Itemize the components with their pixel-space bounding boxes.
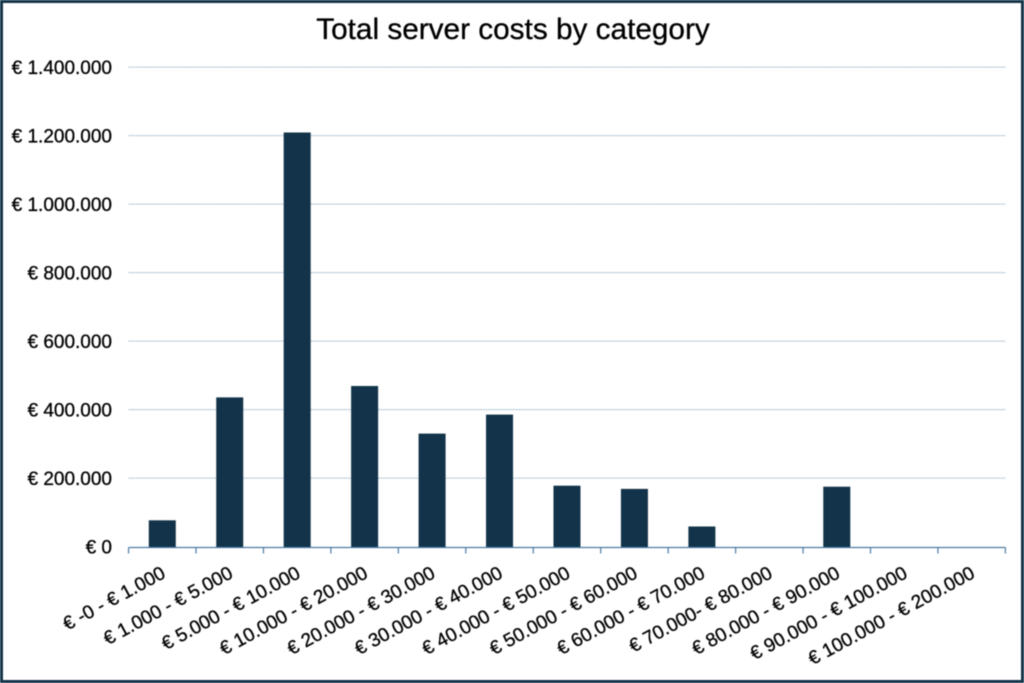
svg-text:€ 600.000: € 600.000 (27, 332, 112, 353)
svg-text:€ 1.400.000: € 1.400.000 (12, 58, 112, 79)
svg-text:€ 200.000: € 200.000 (27, 469, 112, 490)
svg-text:€ 1.000.000: € 1.000.000 (12, 195, 112, 216)
svg-text:€ 400.000: € 400.000 (27, 401, 112, 422)
svg-text:€ 1.200.000: € 1.200.000 (12, 127, 112, 148)
svg-text:Total server costs by category: Total server costs by category (316, 13, 710, 46)
svg-text:€ 800.000: € 800.000 (27, 264, 112, 285)
svg-text:€ 0: € 0 (86, 538, 112, 559)
